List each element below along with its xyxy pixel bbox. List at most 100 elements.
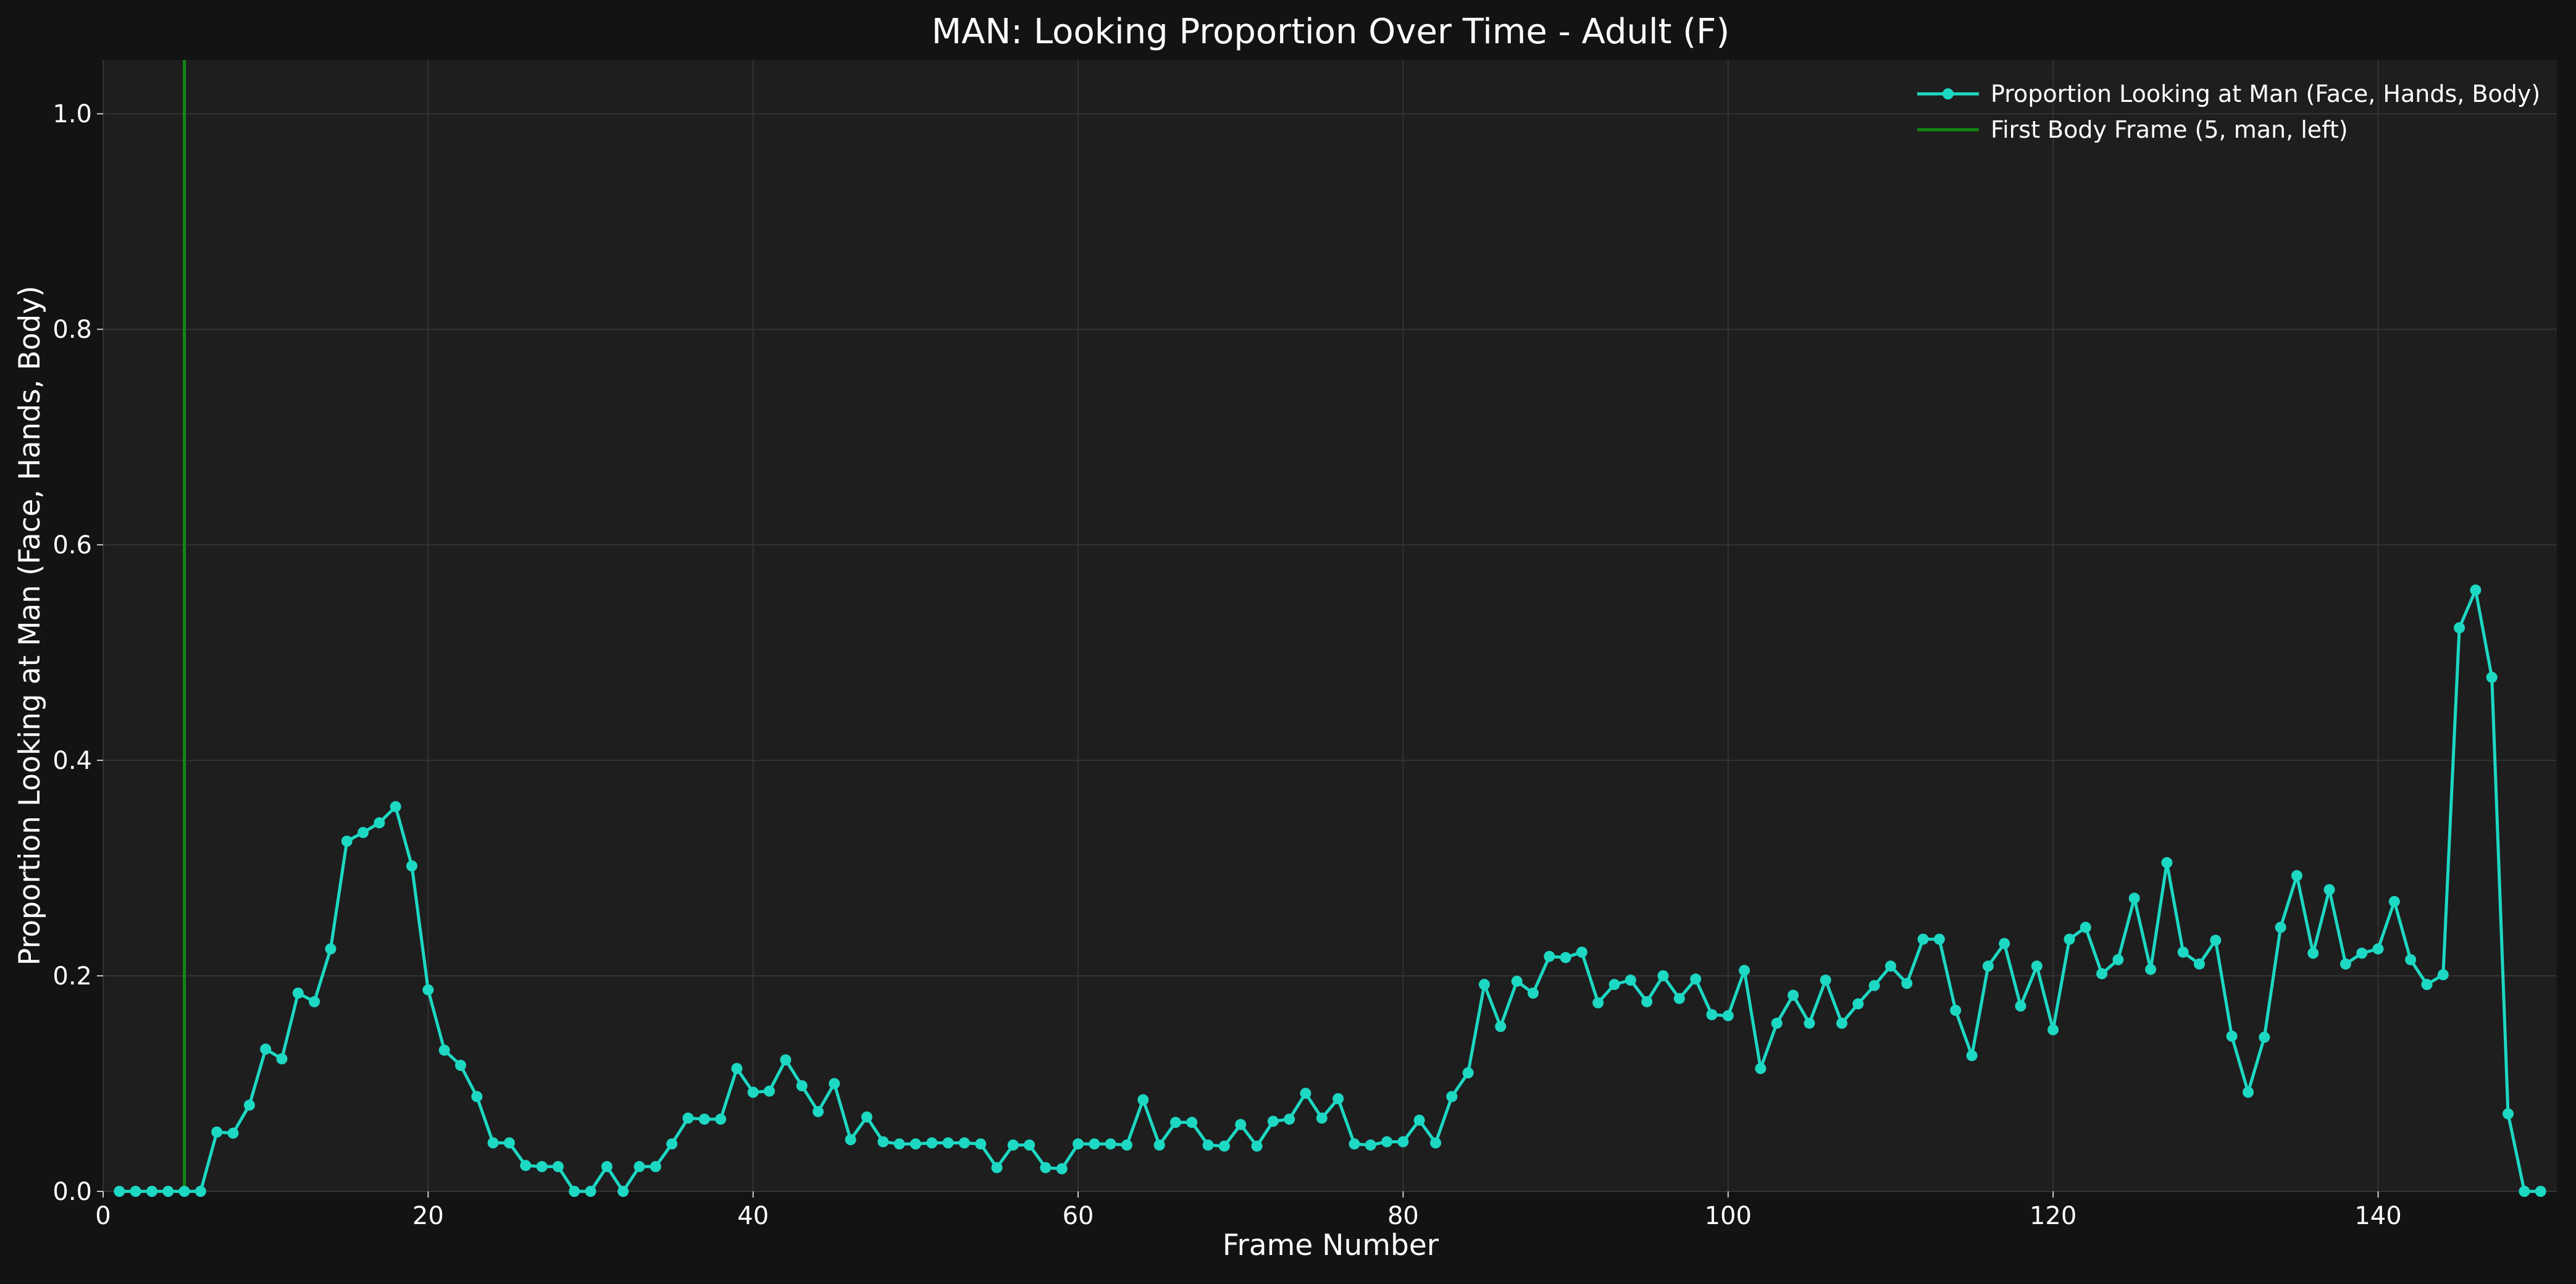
data-point [1739, 965, 1750, 976]
data-point [2177, 946, 2189, 958]
data-point [520, 1160, 532, 1172]
data-point [1528, 988, 1539, 999]
data-point [1024, 1139, 1035, 1151]
data-point [1722, 1010, 1734, 1022]
data-point [2291, 870, 2302, 881]
data-point [1885, 960, 1896, 972]
data-point [2031, 960, 2043, 972]
data-point [406, 860, 417, 872]
data-point [1868, 980, 1880, 991]
data-point [813, 1106, 824, 1117]
data-point [601, 1160, 613, 1172]
data-point [309, 996, 320, 1007]
data-point [1917, 933, 1929, 945]
data-point [536, 1160, 548, 1172]
data-point [455, 1059, 466, 1071]
data-point [569, 1186, 580, 1197]
data-point [1966, 1050, 1978, 1062]
data-point [1381, 1136, 1393, 1148]
x-tick-label: 100 [1705, 1202, 1752, 1230]
data-point [341, 836, 353, 847]
data-point [1007, 1139, 1019, 1151]
data-point [2454, 622, 2465, 634]
data-point [2470, 584, 2482, 596]
data-point [1933, 933, 1945, 945]
data-point [1820, 975, 1831, 986]
data-point [1202, 1139, 1214, 1151]
data-point [1251, 1140, 1263, 1152]
legend-series-marker [1942, 88, 1954, 99]
data-point [1982, 960, 1994, 972]
data-point [2421, 979, 2433, 990]
data-point [942, 1137, 954, 1149]
data-point [1413, 1114, 1425, 1126]
data-point [1544, 950, 1555, 962]
x-tick-label: 140 [2354, 1202, 2401, 1230]
data-point [1446, 1091, 1458, 1102]
y-tick-label: 0.8 [52, 316, 92, 344]
data-point [1673, 992, 1685, 1004]
data-point [958, 1137, 970, 1149]
x-tick-label: 40 [737, 1202, 769, 1230]
data-point [747, 1086, 759, 1098]
data-point [422, 984, 434, 996]
data-point [471, 1091, 483, 1102]
data-point [325, 943, 337, 955]
data-point [2194, 958, 2205, 970]
data-point [2372, 943, 2384, 955]
x-tick-label: 60 [1063, 1202, 1094, 1230]
data-point [358, 827, 369, 838]
data-point [1950, 1004, 1962, 1016]
data-point [829, 1078, 840, 1089]
data-point [1576, 946, 1587, 958]
data-point [1186, 1117, 1198, 1128]
data-point [1284, 1114, 1295, 1125]
grid-layer [102, 60, 2557, 1192]
data-point [1690, 973, 1702, 985]
data-point [1218, 1140, 1230, 1152]
data-point [2226, 1030, 2238, 1042]
data-point [503, 1137, 515, 1149]
data-point [292, 988, 304, 999]
data-point [227, 1127, 239, 1139]
data-point [2080, 921, 2091, 933]
data-point [1316, 1112, 1328, 1124]
data-point [243, 1099, 255, 1111]
data-point [634, 1160, 645, 1172]
data-point [764, 1085, 775, 1097]
data-point [1137, 1094, 1149, 1106]
data-point [1771, 1017, 1783, 1029]
data-point [2340, 958, 2351, 970]
data-point [146, 1186, 157, 1197]
data-point [1153, 1139, 1165, 1151]
x-tick-label: 20 [412, 1202, 444, 1230]
data-point [1641, 996, 1653, 1007]
data-point [1706, 1009, 1718, 1020]
data-point [1397, 1136, 1409, 1148]
data-point [893, 1138, 905, 1150]
data-point [698, 1114, 710, 1125]
data-point [926, 1137, 938, 1149]
legend: Proportion Looking at Man (Face, Hands, … [1917, 80, 2540, 143]
data-point [1999, 938, 2010, 949]
data-point [276, 1053, 288, 1065]
data-point [2064, 933, 2075, 945]
y-tick-label: 1.0 [52, 100, 92, 128]
data-point [666, 1138, 678, 1150]
data-point [374, 817, 385, 829]
legend-series-label: Proportion Looking at Man (Face, Hands, … [1991, 80, 2540, 107]
data-point [1235, 1118, 1247, 1130]
data-point [162, 1186, 174, 1197]
data-point [877, 1136, 889, 1148]
data-point [2535, 1186, 2546, 1197]
data-point [2437, 969, 2449, 981]
data-point [1625, 975, 1636, 986]
data-point [2356, 947, 2368, 959]
data-point [2112, 954, 2124, 965]
data-point [114, 1186, 125, 1197]
tick-layer: 0 20 40 60 80 100 120 140 0.0 0.2 0.4 0.6 0.8 1.0 [52, 100, 2401, 1230]
data-point [1332, 1093, 1344, 1104]
data-point [1479, 979, 1490, 990]
data-point [1056, 1163, 1068, 1175]
